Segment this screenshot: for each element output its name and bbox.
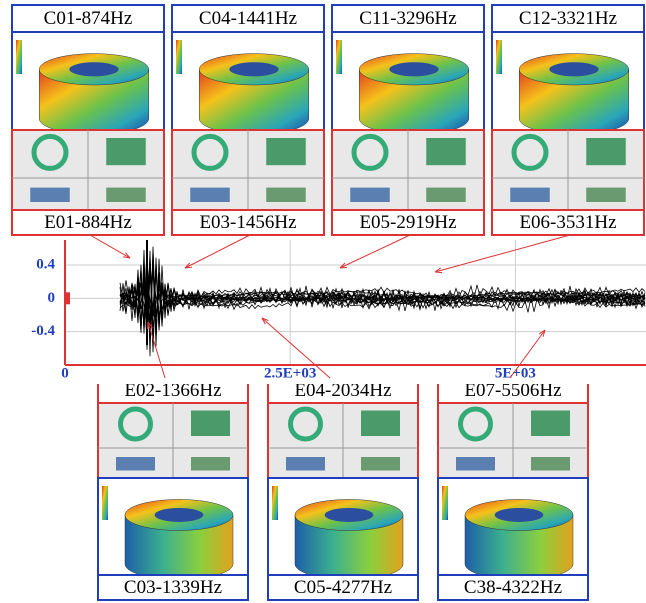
label: E03-1456Hz [199,212,296,233]
x-tick-label: 0 [61,365,69,381]
label: C01-874Hz [44,8,133,29]
fea-legend [176,40,182,74]
test-shape [266,138,306,165]
fea-legend [442,486,448,520]
chart: 0.4 0 -0.4 0 2.5E+03 5E+03 [12,235,646,384]
test-shape [286,457,325,471]
test-shape [106,188,146,202]
fea-legend [272,486,278,520]
figure: C01-874Hz E01-884Hz C04-1441Hz E03-1456Hz C1… [0,0,646,603]
test-shape [191,457,230,471]
test-shape [350,188,390,202]
test-shape [456,457,495,471]
label: E01-884Hz [44,212,132,233]
test-shape [531,411,570,437]
label: C04-1441Hz [199,8,297,29]
y-tick-label: 0.4 [36,256,55,272]
rotor-bore [69,62,118,76]
fea-legend [102,486,108,520]
test-shape [30,188,70,202]
test-shape [361,411,400,437]
rotor-bore [389,62,438,76]
label: C11-3296Hz [359,8,456,29]
test-shape [426,188,466,202]
test-shape [531,457,570,471]
fea-legend [16,40,22,74]
label: E06-3531Hz [519,212,616,233]
test-shape [191,411,230,437]
x-tick-label: 2.5E+03 [264,365,316,381]
test-shape [266,188,306,202]
label: C38-4322Hz [464,577,562,598]
test-shape [116,457,155,471]
label: C12-3321Hz [519,8,617,29]
test-shape [361,457,400,471]
fea-legend [496,40,502,74]
rotor-bore [325,508,374,522]
y-tick-label: -0.4 [31,323,55,339]
fea-legend [336,40,342,74]
x-tick-label: 5E+03 [495,365,536,381]
label: C05-4277Hz [294,577,392,598]
test-shape [510,188,550,202]
test-shape [426,138,466,165]
test-shape [106,138,146,165]
test-shape [190,188,230,202]
plot-bg [12,236,646,384]
rotor-bore [155,508,204,522]
label: E05-2919Hz [359,212,456,233]
test-shape [586,138,626,165]
rotor-bore [229,62,278,76]
test-shape [586,188,626,202]
rotor-bore [549,62,598,76]
rotor-bore [495,508,544,522]
label: C03-1339Hz [124,577,222,598]
y-tick-label: 0 [48,290,56,306]
